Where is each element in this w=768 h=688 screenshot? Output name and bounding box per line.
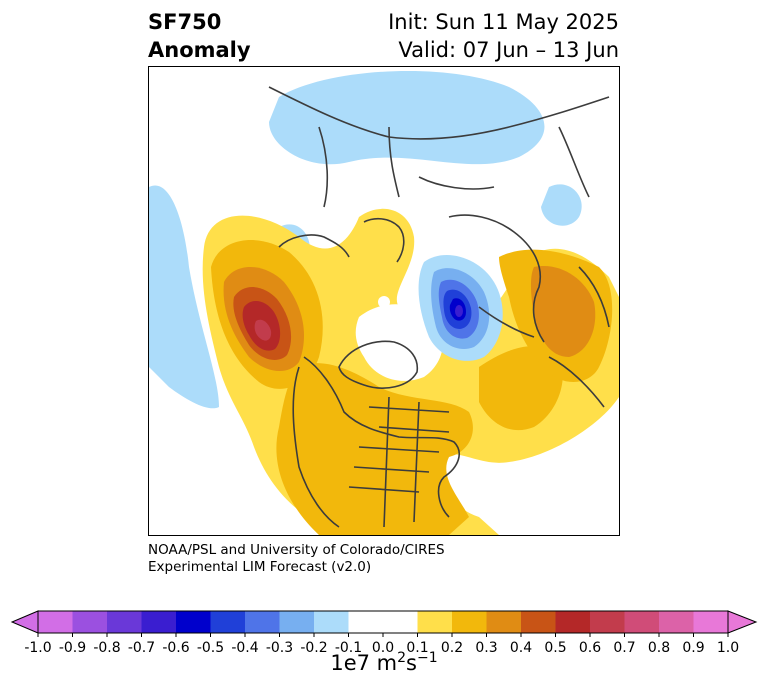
colorbar-tick-label: 0.5 — [544, 640, 566, 656]
colorbar: -1.0 -0.9 -0.8 -0.7 -0.6 -0.5 -0.4 -0.3 -0.2 -0.1… — [10, 610, 758, 656]
colorbar-tick-label: -1.0 — [24, 640, 51, 656]
colorbar-tick-label: -0.4 — [231, 640, 258, 656]
valid-range: Valid: 07 Jun – 13 Jun — [398, 38, 619, 62]
colorbar-cell — [383, 611, 418, 633]
neg-anomaly-pacific-edge — [149, 185, 219, 409]
variable-title: SF750 — [148, 10, 222, 34]
date-block: Init: Sun 11 May 2025 Valid: 07 Jun – 13… — [388, 8, 619, 64]
neutral-spot — [378, 296, 390, 308]
colorbar-tick-label: 0.8 — [648, 640, 670, 656]
colorbar-cell — [486, 611, 522, 633]
colorbar-tick-label: -0.3 — [266, 640, 293, 656]
pos-anomaly-pacific-5 — [254, 319, 272, 341]
pos-anomaly-atlantic — [479, 346, 563, 431]
colorbar-tick-label: -0.1 — [335, 640, 362, 656]
colorbar-cell — [452, 611, 487, 633]
colorbar-tick-label: 1.0 — [717, 640, 739, 656]
colorbar-cell — [210, 611, 246, 633]
colorbar-tick-label: 0.2 — [441, 640, 463, 656]
colorbar-tick-label: -0.5 — [197, 640, 224, 656]
colorbar-tick-label: -0.9 — [59, 640, 86, 656]
units-exp2: −1 — [417, 650, 438, 666]
colorbar-extend-max — [727, 610, 758, 634]
colorbar-cell — [521, 611, 556, 633]
pos-anomaly-asia-inner — [530, 266, 596, 357]
colorbar-cell — [72, 611, 108, 633]
colorbar-tick-label: 0.9 — [682, 640, 704, 656]
units-base: 1e7 m — [330, 651, 398, 675]
colorbar-cell — [659, 611, 694, 633]
title-block: SF750 Anomaly — [148, 8, 251, 64]
colorbar-tick-label: 0.6 — [579, 640, 601, 656]
colorbar-tick-label: 0.4 — [510, 640, 532, 656]
units-mid: s — [406, 651, 417, 675]
units-label: 1e7 m2s−1 — [0, 650, 768, 675]
colorbar-tick-label: -0.7 — [128, 640, 155, 656]
colorbar-tick-label: -0.8 — [93, 640, 120, 656]
map-svg — [149, 70, 619, 535]
colorbar-cell — [141, 611, 177, 633]
colorbar-tick-label: -0.2 — [300, 640, 327, 656]
colorbar-cell — [348, 611, 384, 633]
colorbar-tick-label: 0.0 — [372, 640, 394, 656]
colorbar-cell — [555, 611, 591, 633]
colorbar-cell — [314, 611, 349, 633]
colorbar-cell — [590, 611, 625, 633]
credit-block: NOAA/PSL and University of Colorado/CIRE… — [148, 542, 445, 576]
colorbar-cell — [38, 611, 73, 633]
colorbar-tick-label: 0.3 — [475, 640, 497, 656]
colorbar-cell — [176, 611, 211, 633]
neg-anomaly-arctic — [269, 70, 545, 165]
neg-anomaly-siberia — [541, 184, 582, 226]
colorbar-cell — [624, 611, 660, 633]
units-exp1: 2 — [397, 650, 407, 666]
colorbar-ticks: -1.0 -0.9 -0.8 -0.7 -0.6 -0.5 -0.4 -0.3 -0.2 -0.1… — [24, 633, 739, 656]
colorbar-extend-min — [10, 610, 39, 634]
pos-anomaly-namerica — [276, 363, 473, 535]
coastlines — [268, 86, 610, 528]
anomaly-map — [148, 66, 620, 536]
colorbar-tick-label: 0.7 — [613, 640, 635, 656]
anomaly-subtitle: Anomaly — [148, 38, 251, 62]
colorbar-cells — [10, 610, 758, 634]
neutral-arctic-center — [355, 304, 444, 381]
credit-line-2: Experimental LIM Forecast (v2.0) — [148, 559, 372, 575]
colorbar-cell — [245, 611, 280, 633]
colorbar-cell — [107, 611, 142, 633]
colorbar-cell — [279, 611, 315, 633]
credit-line-1: NOAA/PSL and University of Colorado/CIRE… — [148, 542, 445, 558]
colorbar-tick-label: -0.6 — [162, 640, 189, 656]
colorbar-cell — [417, 611, 453, 633]
colorbar-tick-label: 0.1 — [406, 640, 428, 656]
colorbar-cell — [693, 611, 729, 633]
neg-anomaly-russia-core — [455, 305, 463, 317]
init-date: Init: Sun 11 May 2025 — [388, 10, 619, 34]
